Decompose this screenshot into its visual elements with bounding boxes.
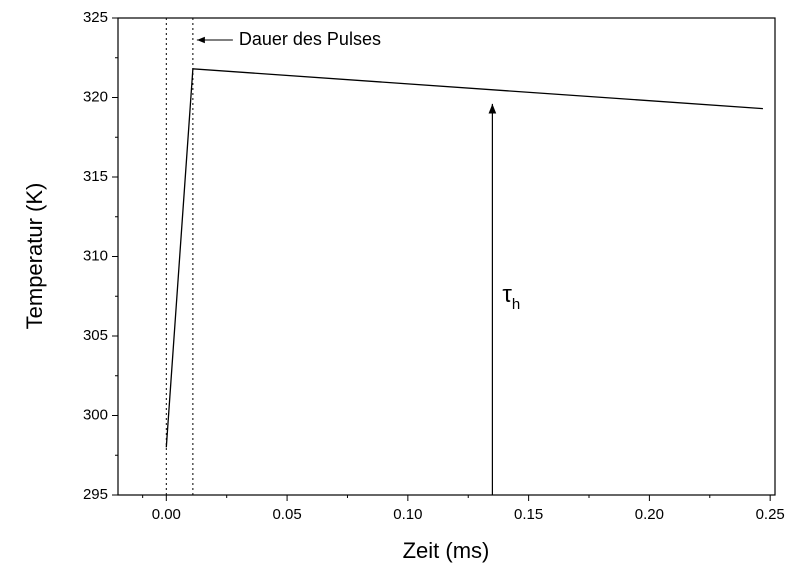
x-tick-label: 0.25 [756,506,785,523]
y-tick-label: 310 [83,247,108,264]
y-tick-label: 300 [83,406,108,423]
x-tick-label: 0.20 [635,506,664,523]
x-axis-title: Zeit (ms) [403,538,490,563]
y-tick-label: 320 [83,88,108,105]
x-tick-label: 0.05 [272,506,301,523]
pulse-label: Dauer des Pulses [239,29,381,49]
plot-frame [117,17,776,496]
x-tick-label: 0.00 [152,506,181,523]
data-line [165,68,763,448]
y-tick-label: 325 [83,9,108,26]
y-tick-label: 305 [83,327,108,344]
tau-subscript: h [512,296,520,313]
x-tick-label: 0.10 [393,506,422,523]
x-tick-label: 0.15 [514,506,543,523]
tau-label: τh [502,281,520,313]
y-axis-title: Temperatur (K) [22,183,47,330]
y-tick-label: 295 [83,486,108,503]
tau-symbol: τ [502,281,512,308]
y-tick-label: 315 [83,168,108,185]
